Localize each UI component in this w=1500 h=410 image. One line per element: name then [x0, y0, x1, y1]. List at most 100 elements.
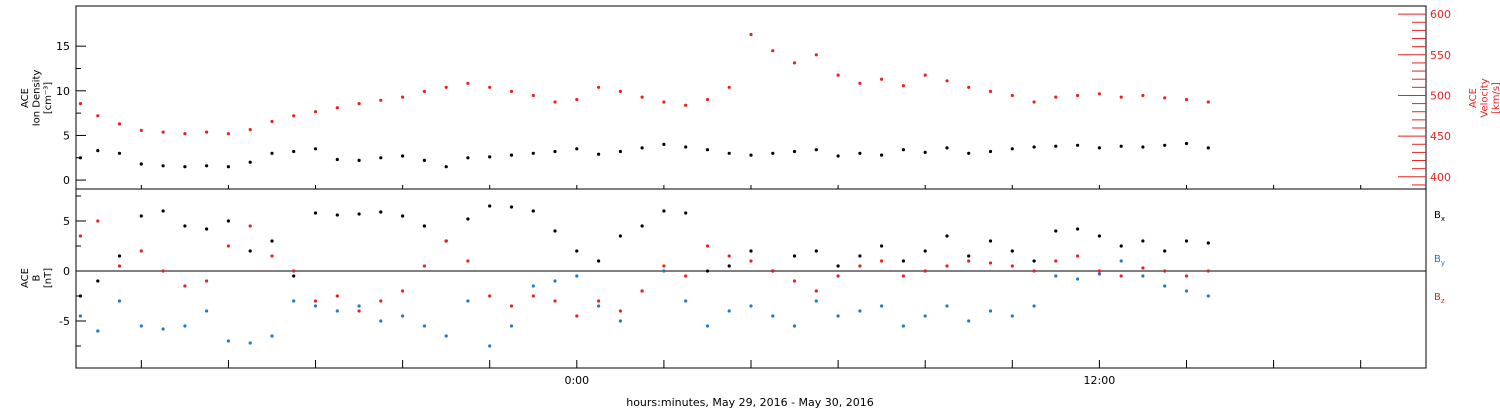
point-ion-density: [662, 142, 666, 146]
point-ion-density: [945, 146, 949, 150]
point-velocity: [1010, 93, 1014, 98]
point-velocity: [335, 106, 339, 110]
point-ion-density: [836, 154, 840, 158]
point-bz: [78, 234, 82, 238]
point-bx: [988, 239, 993, 243]
point-by: [183, 324, 187, 328]
point-bz: [509, 304, 514, 308]
point-bx: [792, 254, 797, 258]
point-ion-density: [575, 147, 579, 151]
point-bx: [836, 264, 840, 268]
point-bx: [1206, 241, 1210, 245]
point-velocity: [422, 89, 426, 93]
point-by: [1076, 277, 1080, 281]
point-ion-density: [1119, 144, 1123, 148]
point-bx: [597, 259, 601, 263]
point-bx: [96, 279, 100, 283]
top-panel-data: [78, 32, 1210, 169]
point-velocity: [139, 128, 143, 132]
point-bz: [705, 244, 710, 248]
point-velocity: [727, 85, 731, 89]
point-by: [444, 334, 448, 338]
xtick-label: 0:00: [564, 374, 589, 387]
point-bz: [488, 294, 492, 298]
point-by: [1184, 289, 1189, 293]
point-ion-density: [248, 160, 252, 164]
y-axis-label-b: ACEB[nT]: [20, 268, 54, 288]
point-bx: [509, 205, 514, 209]
point-bx: [901, 259, 906, 263]
point-by: [923, 314, 927, 318]
point-velocity: [1054, 95, 1058, 99]
legend-by: By: [1434, 254, 1445, 267]
point-ion-density: [1076, 143, 1080, 147]
point-bx: [1163, 249, 1167, 253]
point-bx: [357, 212, 361, 216]
point-bx: [1032, 259, 1036, 263]
point-by: [270, 334, 274, 338]
point-velocity: [531, 93, 535, 98]
point-ion-density: [161, 164, 165, 168]
point-by: [814, 299, 818, 303]
point-bz: [292, 269, 296, 273]
point-velocity: [1141, 93, 1145, 98]
point-by: [858, 309, 862, 313]
point-velocity: [78, 102, 82, 106]
point-bx: [205, 227, 209, 231]
point-by: [945, 304, 949, 308]
point-velocity: [749, 32, 753, 37]
point-ion-density: [183, 165, 187, 169]
point-velocity: [771, 49, 775, 53]
point-bz: [422, 264, 426, 268]
point-bz: [226, 244, 230, 248]
point-ion-density: [1206, 146, 1210, 150]
point-bx: [1184, 239, 1189, 243]
point-by: [1054, 274, 1058, 278]
point-by: [248, 341, 252, 345]
point-bz: [684, 274, 688, 278]
point-bx: [662, 209, 666, 213]
axis-labels: ACEIon Density[cm⁻³] ACEVelocity[km/s] ACE…: [20, 70, 1500, 305]
point-by: [988, 309, 993, 313]
point-velocity: [248, 128, 252, 132]
point-bz: [401, 289, 405, 293]
point-velocity: [684, 103, 688, 107]
point-velocity: [967, 85, 971, 89]
point-bx: [684, 211, 688, 215]
point-by: [1010, 314, 1014, 318]
point-by: [792, 324, 797, 328]
point-velocity: [270, 119, 274, 124]
point-ion-density: [205, 164, 209, 168]
point-by: [117, 299, 122, 303]
point-bz: [749, 259, 753, 263]
point-by: [78, 314, 82, 318]
point-velocity: [1119, 95, 1123, 99]
point-bx: [575, 249, 579, 253]
point-bx: [313, 211, 318, 215]
point-bz: [357, 309, 361, 313]
point-ion-density: [444, 165, 448, 169]
point-bx: [967, 254, 971, 258]
point-ion-density: [422, 158, 426, 162]
point-velocity: [618, 89, 623, 93]
point-by: [1141, 274, 1145, 278]
point-velocity: [553, 100, 557, 104]
legend-bx: Bx: [1434, 210, 1445, 223]
point-by: [1163, 284, 1167, 288]
point-bz: [1119, 274, 1123, 278]
point-by: [488, 344, 492, 348]
point-by: [401, 314, 405, 318]
point-bz: [1054, 259, 1058, 263]
point-ion-density: [553, 149, 557, 154]
point-bx: [1010, 249, 1014, 253]
tick-label-right: 400: [1430, 171, 1451, 184]
point-by: [139, 324, 143, 328]
point-by: [684, 299, 688, 303]
point-bz: [1206, 269, 1210, 273]
point-bz: [945, 264, 949, 268]
point-velocity: [1163, 96, 1167, 100]
point-by: [705, 324, 710, 328]
point-bz: [248, 224, 252, 228]
point-bx: [749, 249, 753, 253]
point-by: [509, 324, 514, 328]
